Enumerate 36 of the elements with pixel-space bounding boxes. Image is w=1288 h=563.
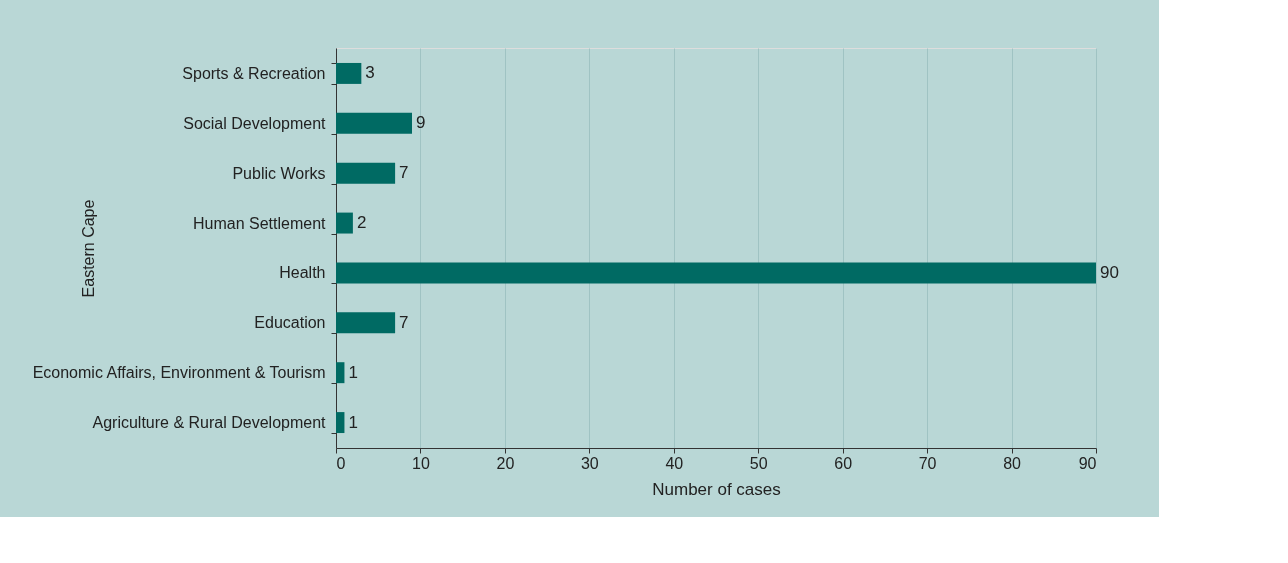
- x-tick-label: 50: [749, 454, 768, 472]
- y-tick-label: Social Development: [183, 114, 327, 132]
- y-tick-label: Sports & Recreation: [182, 64, 326, 82]
- bar: [336, 62, 362, 84]
- data-label: 2: [356, 213, 367, 233]
- bar: [336, 162, 396, 184]
- x-tick-label: 60: [834, 454, 853, 472]
- data-label: 7: [399, 163, 409, 183]
- x-tick-label: 70: [918, 454, 937, 472]
- data-label: 1: [348, 362, 358, 382]
- data-label: 7: [399, 312, 409, 332]
- bar: [336, 362, 345, 384]
- y-tick-label: Health: [279, 264, 326, 282]
- bar: [336, 262, 1096, 284]
- bar: [336, 112, 412, 134]
- x-tick-label: 10: [412, 454, 430, 472]
- y-tick-label: Human Settlement: [192, 214, 327, 232]
- bar: [336, 312, 396, 334]
- data-label: 3: [365, 63, 375, 83]
- y-tick-label: Economic Affairs, Environment & Tourism: [32, 364, 326, 382]
- x-tick-label: 80: [1003, 454, 1022, 472]
- x-tick-label: 20: [496, 454, 515, 472]
- y-tick-label: Public Works: [232, 164, 326, 182]
- x-axis-title: Number of cases: [652, 479, 781, 499]
- data-label: 90: [1100, 262, 1119, 282]
- y-tick-label: Agriculture & Rural Development: [92, 414, 327, 432]
- x-tick-label: 30: [580, 454, 599, 472]
- bar: [336, 412, 345, 434]
- data-label: 1: [348, 412, 358, 432]
- y-tick-label: Education: [254, 314, 326, 332]
- bar: [336, 212, 353, 234]
- x-tick-label: 40: [665, 454, 684, 472]
- x-tick-label: 0: [336, 454, 346, 472]
- data-label: 9: [416, 113, 426, 133]
- y-axis-title: Eastern Cape: [79, 199, 97, 298]
- x-tick-label: 90: [1078, 454, 1097, 472]
